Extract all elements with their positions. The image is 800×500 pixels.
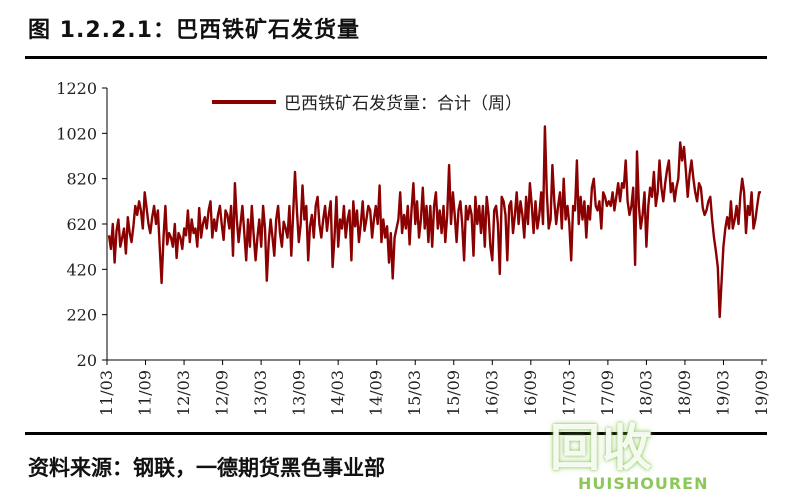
x-tick-label: 11/09 (136, 370, 155, 416)
y-tick-label: 420 (66, 260, 97, 279)
x-tick-label: 18/09 (675, 370, 694, 416)
x-tick-label: 17/09 (598, 370, 617, 416)
x-tick-label: 19/03 (713, 370, 732, 416)
chart-series (107, 125, 761, 319)
chart-legend: 巴西铁矿石发货量：合计（周） (212, 94, 522, 114)
bottom-rule (25, 432, 767, 435)
legend-label: 巴西铁矿石发货量：合计（周） (284, 94, 522, 114)
x-tick-label: 13/03 (251, 370, 270, 416)
series-line-0 (107, 125, 761, 319)
x-tick-label: 14/09 (367, 370, 386, 416)
x-tick-label: 12/09 (213, 370, 232, 416)
x-tick-label: 15/03 (405, 370, 424, 416)
y-tick-label: 220 (66, 306, 97, 325)
figure-title: 图 1.2.2.1：巴西铁矿石发货量 (28, 18, 360, 43)
y-tick-label: 1220 (56, 79, 97, 98)
x-tick-label: 16/09 (521, 370, 540, 416)
chart-axes: 20 220 420 620 820 1020 1220 11/03 11/09 12/03 12/… (56, 79, 771, 416)
top-rule (25, 56, 767, 59)
x-tick-label: 13/09 (290, 370, 309, 416)
x-tick-label: 17/03 (559, 370, 578, 416)
x-tick-label: 11/03 (97, 370, 116, 416)
y-tick-label: 20 (77, 351, 97, 370)
y-tick-label: 620 (66, 215, 97, 234)
x-tick-label: 18/03 (636, 370, 655, 416)
x-tick-label: 12/03 (174, 370, 193, 416)
y-tick-label: 820 (66, 170, 97, 189)
y-tick-label: 1020 (56, 124, 97, 143)
source-note: 资料来源：钢联，一德期货黑色事业部 (28, 456, 385, 480)
x-tick-label: 15/09 (444, 370, 463, 416)
x-tick-label: 16/03 (482, 370, 501, 416)
x-tick-label: 14/03 (328, 370, 347, 416)
x-tick-label: 19/09 (752, 370, 771, 416)
